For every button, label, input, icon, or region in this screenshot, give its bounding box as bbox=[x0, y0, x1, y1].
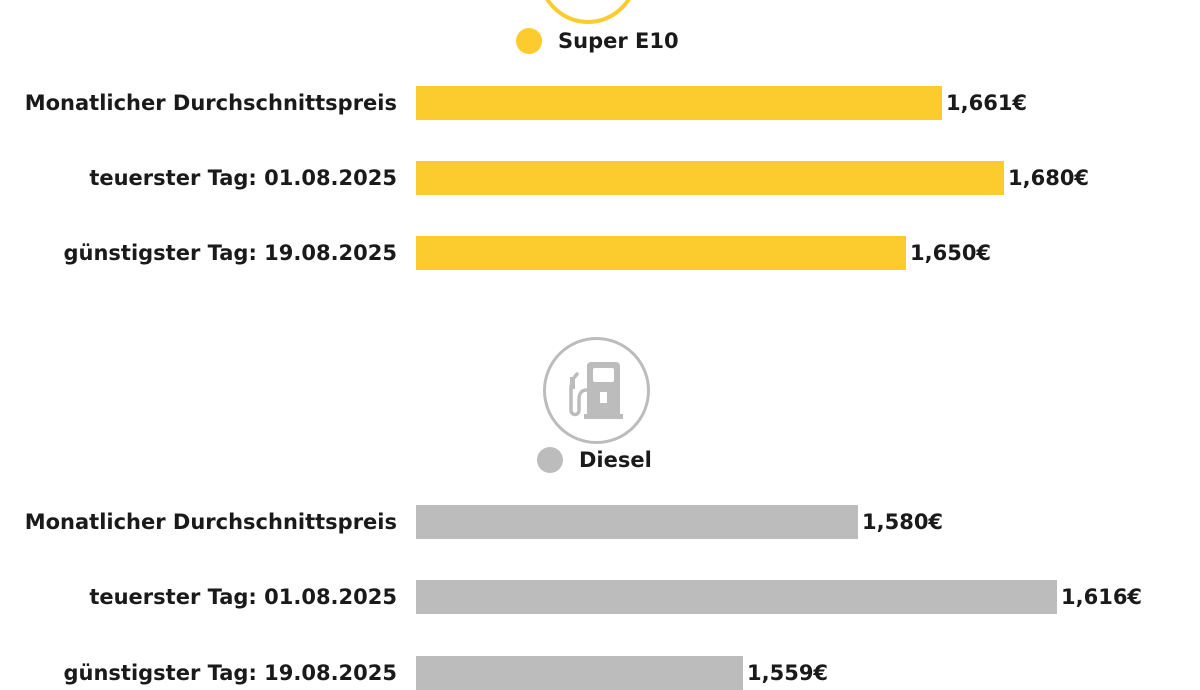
legend-super-e10: Super E10 bbox=[516, 28, 679, 54]
value-label: 1,559€ bbox=[747, 661, 829, 685]
row-label: günstigster Tag: 19.08.2025 bbox=[63, 241, 397, 265]
legend-label-super-e10: Super E10 bbox=[558, 29, 679, 53]
bar-diesel-most-expensive bbox=[416, 580, 1057, 614]
value-label: 1,650€ bbox=[910, 241, 992, 265]
row-label: Monatlicher Durchschnittspreis bbox=[24, 510, 397, 534]
bar-super-e10-cheapest bbox=[416, 236, 906, 270]
bar-diesel-cheapest bbox=[416, 656, 743, 690]
bar-super-e10-most-expensive bbox=[416, 161, 1004, 195]
row-label: teuerster Tag: 01.08.2025 bbox=[89, 166, 397, 190]
value-label: 1,616€ bbox=[1061, 585, 1143, 609]
row-label: günstigster Tag: 19.08.2025 bbox=[63, 661, 397, 685]
bar-super-e10-average bbox=[416, 86, 942, 120]
value-label: 1,680€ bbox=[1008, 166, 1090, 190]
legend-dot-super-e10 bbox=[516, 28, 542, 54]
legend-label-diesel: Diesel bbox=[579, 448, 652, 472]
legend-diesel: Diesel bbox=[537, 447, 652, 473]
row-label: teuerster Tag: 01.08.2025 bbox=[89, 585, 397, 609]
bar-diesel-average bbox=[416, 505, 858, 539]
row-label: Monatlicher Durchschnittspreis bbox=[24, 91, 397, 115]
fuel-pump-icon bbox=[569, 362, 623, 419]
super-e10-pump-icon bbox=[537, 0, 639, 24]
value-label: 1,661€ bbox=[946, 91, 1028, 115]
diesel-pump-icon bbox=[543, 337, 650, 444]
legend-dot-diesel bbox=[537, 447, 563, 473]
value-label: 1,580€ bbox=[862, 510, 944, 534]
